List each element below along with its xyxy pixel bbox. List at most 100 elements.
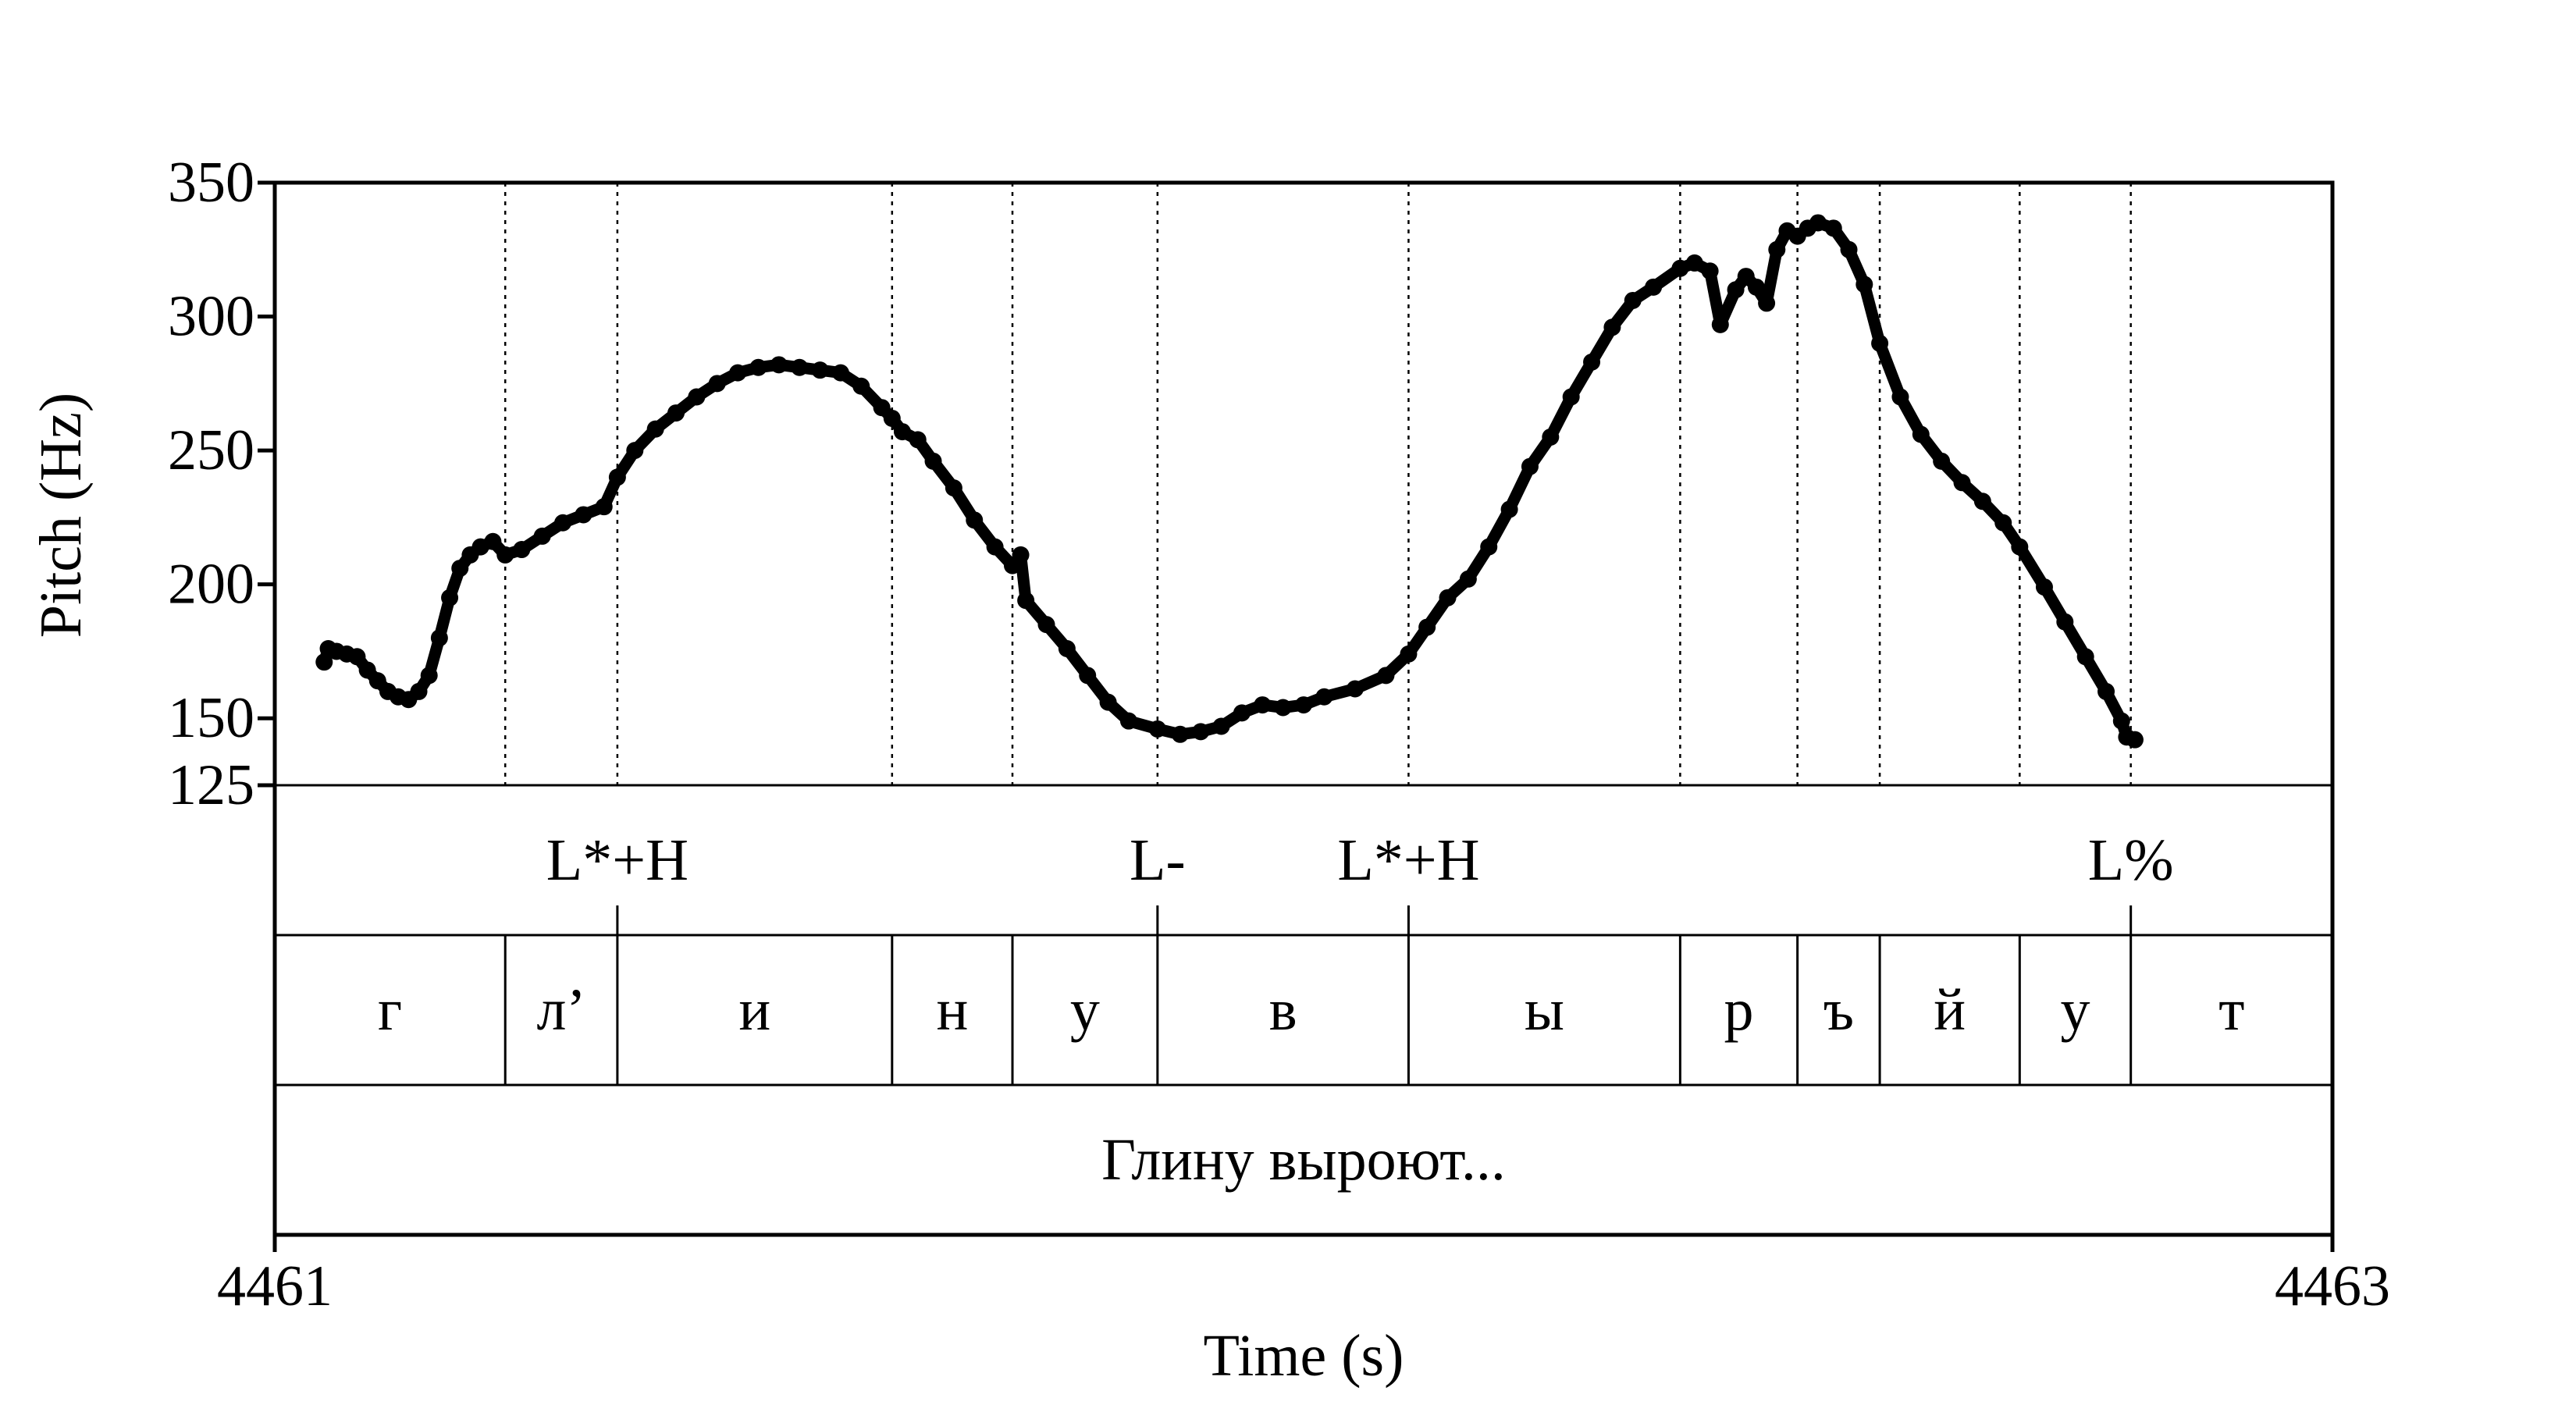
pitch-point-13: [441, 589, 459, 606]
pitch-point-47: [1017, 592, 1035, 610]
pitch-point-41: [924, 452, 942, 470]
pitch-point-31: [749, 358, 767, 376]
y-tick-label-3: 250: [168, 418, 254, 482]
pitch-point-36: [852, 377, 870, 395]
tone-label-1: L-: [1130, 827, 1186, 893]
pitch-point-5: [358, 661, 376, 679]
pitch-point-91: [1840, 240, 1858, 258]
pitch-point-76: [1645, 278, 1663, 296]
pitch-point-22: [575, 506, 592, 524]
pitch-point-85: [1768, 240, 1786, 258]
outer-frame: [272, 180, 2335, 1237]
segment-label-3: н: [937, 977, 969, 1043]
pitch-point-60: [1295, 696, 1312, 714]
pitch-point-21: [554, 514, 572, 532]
pitch-point-39: [893, 423, 911, 441]
segment-label-10: у: [2061, 977, 2090, 1043]
x-axis-title: Time (s): [1204, 1323, 1404, 1389]
pitch-point-101: [2035, 578, 2053, 596]
pitch-point-92: [1856, 276, 1873, 293]
segment-label-11: т: [2218, 977, 2244, 1043]
pitch-point-25: [626, 442, 644, 460]
pitch-point-98: [1973, 493, 1991, 510]
pitch-point-69: [1500, 500, 1518, 518]
pitch-point-26: [646, 420, 664, 438]
pitch-point-6: [368, 672, 386, 690]
pitch-point-17: [484, 532, 502, 550]
pitch-point-81: [1727, 281, 1745, 299]
annotation-tiers: L*+H L- L*+H L% г л’ и н у в ы р ъ й у т Глину выроют...: [378, 827, 2244, 1193]
pitch-point-43: [966, 511, 984, 529]
pitch-point-99: [1994, 514, 2012, 532]
y-tick-label-4: 300: [168, 285, 254, 349]
y-tick-label-2: 200: [168, 553, 254, 617]
pitch-point-56: [1212, 717, 1230, 735]
pitch-point-27: [667, 404, 685, 422]
pitch-point-75: [1624, 291, 1642, 309]
pitch-point-34: [811, 361, 829, 379]
pitch-point-10: [410, 682, 428, 700]
pitch-point-42: [945, 479, 962, 497]
pitch-point-70: [1521, 457, 1539, 475]
pitch-point-72: [1562, 388, 1580, 406]
pitch-point-48: [1037, 616, 1055, 634]
pitch-point-18: [496, 546, 514, 564]
pitch-point-71: [1542, 428, 1560, 446]
pitch-point-49: [1058, 640, 1076, 658]
tone-label-0: L*+H: [546, 827, 688, 893]
pitch-point-67: [1459, 570, 1477, 588]
pitch-point-63: [1377, 667, 1395, 685]
segment-label-6: ы: [1525, 977, 1564, 1043]
pitch-point-24: [608, 468, 626, 486]
pitch-point-28: [688, 388, 706, 406]
pitch-point-68: [1480, 538, 1498, 556]
y-tick-label-1: 150: [168, 686, 254, 750]
pitch-point-82: [1737, 268, 1755, 286]
pitch-point-46: [1012, 546, 1030, 564]
pitch-contour: [318, 217, 2141, 746]
pitch-point-57: [1233, 704, 1251, 722]
pitch-point-95: [1912, 425, 1930, 443]
pitch-point-78: [1685, 254, 1703, 272]
pitch-point-94: [1891, 388, 1909, 406]
pitch-point-33: [791, 358, 809, 376]
tone-label-2: L*+H: [1337, 827, 1479, 893]
pitch-point-50: [1079, 667, 1097, 685]
pitch-point-12: [430, 629, 448, 647]
pitch-point-90: [1824, 219, 1842, 237]
pitch-point-55: [1192, 723, 1210, 741]
pitch-point-23: [595, 498, 613, 516]
pitch-point-59: [1274, 699, 1292, 717]
segment-label-4: у: [1070, 977, 1100, 1043]
segment-label-8: ъ: [1823, 977, 1854, 1043]
pitch-point-62: [1346, 680, 1364, 698]
pitch-point-37: [873, 399, 891, 417]
pitch-point-29: [708, 375, 726, 393]
pitch-point-38: [883, 409, 901, 427]
pitch-point-84: [1758, 294, 1776, 312]
pitch-point-107: [2126, 731, 2144, 749]
segment-label-5: в: [1269, 977, 1297, 1043]
pitch-point-83: [1747, 278, 1765, 296]
tone-label-3: L%: [2088, 827, 2174, 893]
pitch-point-73: [1583, 353, 1601, 371]
pitch-point-19: [513, 541, 531, 559]
segment-label-0: г: [378, 977, 402, 1043]
pitch-point-102: [2056, 613, 2074, 631]
segment-label-9: й: [1934, 977, 1966, 1043]
y-tick-label-0: 125: [168, 753, 254, 817]
pitch-point-105: [2112, 712, 2130, 730]
segment-label-2: и: [739, 977, 771, 1043]
pitch-point-44: [986, 538, 1004, 556]
pitch-point-96: [1933, 452, 1951, 470]
pitch-point-40: [909, 431, 927, 449]
pitch-track: [315, 214, 2144, 749]
pitch-point-20: [533, 527, 551, 545]
pitch-point-80: [1711, 315, 1729, 333]
pitch-point-64: [1400, 645, 1418, 663]
pitch-point-52: [1119, 712, 1137, 730]
pitch-point-0: [315, 653, 333, 671]
pitch-point-97: [1953, 474, 1971, 492]
